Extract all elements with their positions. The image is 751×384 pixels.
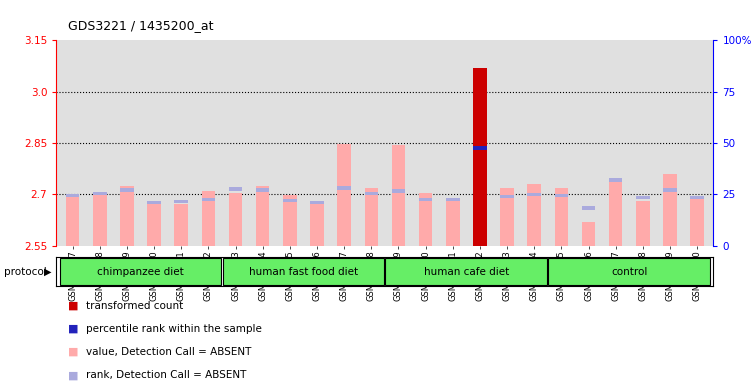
- Bar: [446, 201, 460, 246]
- Bar: [419, 193, 433, 246]
- Bar: [609, 178, 623, 182]
- Text: human cafe diet: human cafe diet: [424, 266, 509, 277]
- Bar: [66, 196, 80, 246]
- Bar: [120, 189, 134, 192]
- Text: protocol: protocol: [4, 267, 47, 277]
- Bar: [256, 186, 270, 246]
- Bar: [93, 192, 107, 195]
- Bar: [337, 144, 351, 246]
- Text: ■: ■: [68, 324, 78, 334]
- Bar: [527, 184, 541, 246]
- Bar: [222, 258, 385, 285]
- Bar: [174, 204, 188, 246]
- Bar: [229, 193, 243, 246]
- Bar: [364, 192, 378, 195]
- Bar: [364, 188, 378, 246]
- Bar: [609, 181, 623, 246]
- Bar: [392, 145, 406, 246]
- Bar: [310, 202, 324, 246]
- Bar: [690, 195, 704, 199]
- Bar: [201, 191, 216, 246]
- Bar: [690, 198, 704, 246]
- Bar: [446, 198, 460, 201]
- Bar: [174, 200, 188, 204]
- Bar: [147, 203, 161, 246]
- Bar: [582, 206, 596, 210]
- Text: GDS3221 / 1435200_at: GDS3221 / 1435200_at: [68, 19, 213, 32]
- Bar: [554, 194, 569, 197]
- Bar: [66, 194, 80, 197]
- Text: value, Detection Call = ABSENT: value, Detection Call = ABSENT: [86, 347, 252, 357]
- Bar: [636, 195, 650, 199]
- Bar: [473, 146, 487, 150]
- Bar: [419, 198, 433, 201]
- Bar: [500, 187, 514, 246]
- Bar: [283, 199, 297, 202]
- Text: transformed count: transformed count: [86, 301, 183, 311]
- Text: human fast food diet: human fast food diet: [249, 266, 358, 277]
- Bar: [527, 192, 541, 196]
- Bar: [554, 187, 569, 246]
- Bar: [385, 258, 547, 285]
- Bar: [283, 195, 297, 246]
- Bar: [392, 189, 406, 193]
- Bar: [663, 174, 677, 246]
- Bar: [473, 68, 487, 246]
- Text: percentile rank within the sample: percentile rank within the sample: [86, 324, 262, 334]
- Bar: [201, 198, 216, 201]
- Bar: [500, 195, 514, 198]
- Text: ■: ■: [68, 347, 78, 357]
- Bar: [636, 201, 650, 246]
- Bar: [256, 189, 270, 192]
- Bar: [120, 186, 134, 246]
- Text: rank, Detection Call = ABSENT: rank, Detection Call = ABSENT: [86, 370, 247, 380]
- Text: ■: ■: [68, 301, 78, 311]
- Bar: [147, 201, 161, 204]
- Text: chimpanzee diet: chimpanzee diet: [97, 266, 184, 277]
- Bar: [663, 189, 677, 192]
- Bar: [548, 258, 710, 285]
- Bar: [59, 258, 222, 285]
- Bar: [310, 201, 324, 204]
- Bar: [337, 186, 351, 190]
- Bar: [93, 195, 107, 246]
- Bar: [582, 222, 596, 246]
- Text: ■: ■: [68, 370, 78, 380]
- Text: ▶: ▶: [44, 267, 51, 277]
- Text: control: control: [611, 266, 647, 277]
- Bar: [229, 187, 243, 191]
